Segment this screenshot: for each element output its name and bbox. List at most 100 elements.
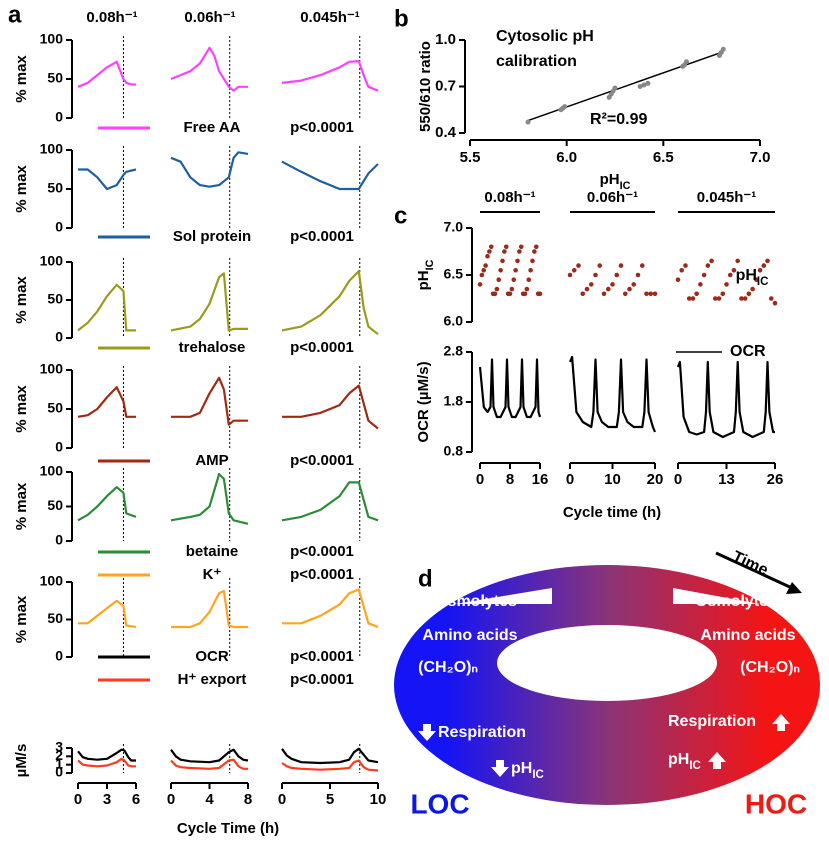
legend-label: OCR: [195, 648, 229, 665]
data-point: [532, 249, 537, 254]
y-axis-label: % max: [13, 385, 30, 433]
data-point: [731, 268, 737, 273]
data-line: [170, 473, 249, 525]
data-point: [533, 244, 539, 250]
panel-label: d: [418, 565, 433, 592]
data-point: [641, 82, 647, 88]
data-line: [170, 272, 248, 332]
y-tick-label: 100: [40, 253, 64, 269]
data-line: [170, 46, 248, 92]
p-value: p<0.0001: [290, 566, 354, 583]
y-tick-label: 7.0: [444, 219, 464, 235]
y-tick-label: 6.0: [444, 313, 464, 329]
data-line: [281, 481, 379, 522]
data-point: [772, 300, 778, 306]
legend-label: trehalose: [179, 339, 246, 356]
x-axis-label: pHIC: [600, 171, 631, 192]
x-tick-label: 8: [506, 471, 514, 488]
data-point: [605, 286, 611, 292]
y-tick-label: 50: [47, 497, 63, 513]
y-axis-label: pHIC: [415, 259, 436, 290]
y-axis-label-sub: IC: [424, 259, 436, 270]
data-point: [487, 249, 492, 254]
data-point: [515, 258, 520, 264]
data-point: [690, 296, 696, 301]
column-title: 0.08h⁻¹: [86, 9, 137, 26]
data-point: [483, 263, 488, 268]
data-point: [498, 268, 503, 273]
legend-label-main: pH: [736, 267, 757, 284]
data-point: [528, 268, 533, 273]
data-line: [77, 60, 136, 88]
data-point: [644, 291, 649, 297]
data-point: [610, 282, 615, 287]
data-line: [77, 757, 136, 768]
data-point: [720, 46, 726, 52]
y-tick-label: 100: [40, 361, 64, 377]
x-tick-label: 3: [103, 791, 111, 808]
data-point: [694, 291, 699, 297]
time-label: Time: [730, 548, 771, 579]
data-point: [518, 244, 524, 250]
ph-sub: IC: [689, 760, 701, 772]
data-point: [701, 272, 707, 278]
data-point: [571, 268, 577, 273]
y-tick-label: 100: [40, 463, 64, 479]
y-tick-label: 1.8: [444, 393, 464, 409]
data-point: [713, 296, 718, 301]
data-point: [496, 277, 502, 283]
y-tick-label: 50: [47, 291, 63, 307]
data-point: [597, 263, 603, 268]
data-point: [735, 258, 740, 264]
y-tick-label: 0.8: [444, 443, 464, 459]
data-line: [568, 355, 657, 433]
up-arrow: [708, 752, 726, 769]
y-axis-label: % max: [13, 276, 30, 324]
wedge: [673, 588, 760, 604]
p-value: p<0.0001: [290, 452, 354, 469]
panel-label: c: [394, 202, 407, 229]
legend-label: OCR: [730, 343, 766, 360]
data-line: [170, 151, 249, 188]
y-tick-label: 0: [55, 329, 63, 345]
data-line: [281, 270, 379, 336]
data-line: [171, 589, 248, 629]
data-point: [686, 296, 692, 301]
data-point: [635, 272, 641, 278]
x-tick-label: 6.5: [653, 149, 674, 166]
data-point: [507, 291, 513, 297]
p-value: p<0.0001: [290, 228, 354, 245]
y-tick-label: 0.7: [435, 77, 456, 94]
data-point: [768, 296, 774, 301]
ph-ic: pHIC: [668, 751, 701, 772]
osmolytes: Osmolytes: [695, 593, 777, 610]
data-point: [494, 286, 500, 292]
y-axis-label: µM/s: [13, 744, 30, 778]
data-line: [170, 758, 248, 770]
y-tick-label: 3: [55, 739, 63, 755]
data-point: [765, 258, 770, 264]
x-tick-label: 5.5: [460, 149, 481, 166]
data-point: [757, 268, 763, 273]
data-line: [282, 384, 379, 430]
x-tick-label: 0: [167, 791, 175, 808]
ph-main: pH: [668, 751, 689, 768]
data-point: [485, 253, 490, 259]
p-value: p<0.0001: [290, 671, 354, 688]
respiration: Respiration: [668, 713, 756, 730]
x-axis-label: Cycle Time (h): [177, 820, 279, 837]
data-point: [530, 258, 535, 264]
data-point: [631, 282, 637, 287]
y-tick-label: 1: [55, 755, 63, 771]
data-line: [77, 486, 137, 522]
y-axis-label: 550/610 ratio: [417, 41, 434, 132]
respiration: Respiration: [438, 724, 526, 741]
legend-label: AMP: [195, 452, 228, 469]
column-title: 0.06h⁻¹: [184, 9, 235, 26]
data-point: [517, 249, 522, 254]
p-value: p<0.0001: [290, 648, 354, 665]
y-tick-label: 100: [40, 573, 64, 589]
x-tick-label: 0: [476, 471, 484, 488]
data-point: [627, 286, 632, 292]
x-tick-label: 16: [532, 471, 549, 488]
